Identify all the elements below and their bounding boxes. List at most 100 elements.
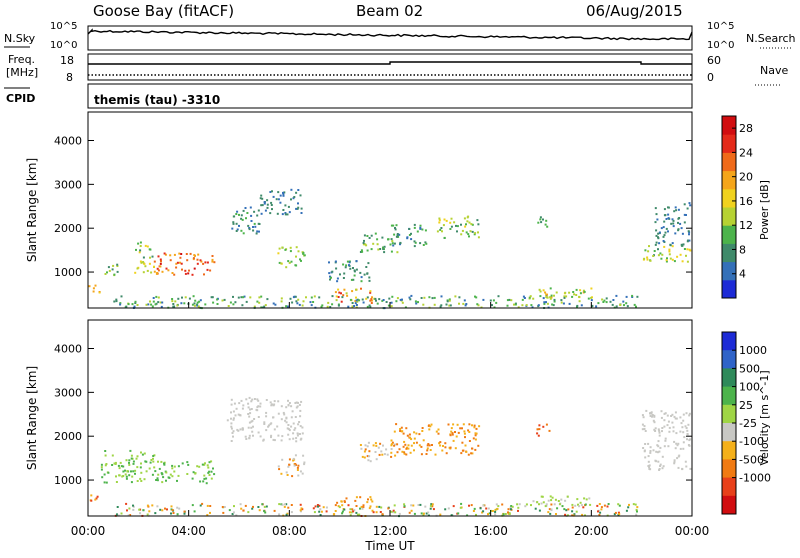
- power-point: [399, 243, 401, 246]
- velocity-point: [403, 503, 406, 506]
- power-point: [671, 245, 674, 248]
- power-point: [203, 273, 205, 276]
- power-point: [133, 305, 136, 308]
- velocity-point: [178, 507, 181, 510]
- power-point: [294, 295, 297, 298]
- velocity-point: [232, 418, 235, 421]
- velocity-point: [378, 453, 381, 456]
- velocity-point: [418, 433, 421, 436]
- velocity-point: [319, 514, 322, 516]
- velocity-point: [428, 424, 430, 427]
- power-point: [671, 218, 674, 221]
- velocity-point: [213, 473, 216, 476]
- power-point: [165, 267, 168, 270]
- velocity-point: [663, 412, 666, 415]
- velocity-point: [273, 400, 276, 403]
- power-point: [636, 295, 639, 298]
- noise-right-tick-top: 10^5: [707, 21, 734, 32]
- velocity-point: [434, 453, 437, 456]
- power-point: [353, 274, 356, 277]
- power-point: [456, 230, 458, 233]
- power-point: [340, 292, 342, 295]
- velocity-point: [478, 425, 481, 428]
- velocity-point: [286, 427, 289, 430]
- velocity-point: [647, 460, 650, 463]
- power-point: [184, 296, 187, 299]
- velocity-point: [164, 507, 166, 510]
- velocity-point: [250, 400, 253, 403]
- power-point: [173, 253, 176, 256]
- power-point: [679, 253, 682, 256]
- velocity-point: [540, 502, 543, 505]
- power-point: [116, 270, 119, 273]
- velocity-point: [153, 466, 156, 469]
- power-point: [240, 217, 243, 220]
- velocity-point: [287, 433, 290, 436]
- power-point: [360, 280, 363, 283]
- power-point: [683, 221, 686, 224]
- power-point: [677, 221, 679, 224]
- power-point: [134, 300, 137, 303]
- velocity-point: [406, 434, 409, 437]
- velocity-point: [222, 511, 225, 514]
- power-ylabel: Slant Range [km]: [25, 158, 39, 262]
- velocity-point: [156, 505, 159, 508]
- velocity-point: [381, 453, 384, 456]
- power-point: [683, 248, 686, 250]
- velocity-point: [285, 503, 288, 506]
- power-point: [383, 251, 386, 254]
- velocity-point: [387, 507, 390, 510]
- power-point: [667, 206, 670, 209]
- velocity-point: [288, 402, 291, 404]
- velocity-colorbar-tick-label: 25: [739, 399, 753, 412]
- power-point: [200, 260, 203, 263]
- velocity-point: [209, 505, 212, 507]
- velocity-point: [577, 503, 579, 506]
- velocity-point: [405, 453, 408, 456]
- power-point: [539, 216, 542, 219]
- velocity-point: [439, 441, 442, 444]
- power-point: [159, 262, 162, 265]
- velocity-point: [172, 512, 175, 514]
- power-point: [341, 296, 344, 299]
- power-point: [252, 226, 254, 228]
- power-point: [672, 225, 675, 228]
- velocity-point: [171, 464, 174, 467]
- velocity-point: [325, 506, 328, 509]
- power-point: [113, 273, 116, 276]
- velocity-point: [360, 447, 363, 450]
- power-point: [180, 253, 183, 255]
- velocity-point: [170, 505, 173, 508]
- power-y-tick-label: 4000: [54, 135, 82, 148]
- power-point: [160, 305, 163, 308]
- velocity-point: [272, 416, 274, 419]
- velocity-point: [627, 506, 630, 509]
- velocity-point: [402, 432, 405, 435]
- velocity-point: [461, 449, 464, 452]
- velocity-point: [132, 470, 135, 473]
- power-point: [653, 250, 656, 252]
- power-point: [419, 242, 422, 245]
- power-point: [334, 291, 337, 294]
- velocity-point: [482, 510, 485, 513]
- velocity-point: [288, 438, 291, 441]
- velocity-point: [447, 423, 450, 426]
- velocity-colorbar-tick-label: 100: [739, 381, 760, 394]
- power-point: [450, 217, 453, 220]
- velocity-point: [426, 449, 429, 452]
- power-point: [191, 303, 194, 306]
- power-point: [676, 255, 679, 258]
- velocity-point: [618, 513, 621, 515]
- velocity-point: [356, 513, 359, 516]
- power-point: [331, 270, 334, 273]
- power-point: [337, 288, 340, 291]
- velocity-point: [618, 504, 621, 507]
- power-point: [344, 266, 347, 269]
- power-point: [431, 297, 434, 300]
- power-point: [672, 219, 675, 222]
- velocity-point: [450, 514, 453, 517]
- noise-left-tick-bottom: 10^0: [50, 40, 77, 51]
- power-point: [280, 262, 283, 265]
- power-point: [277, 198, 280, 201]
- power-point: [199, 299, 202, 302]
